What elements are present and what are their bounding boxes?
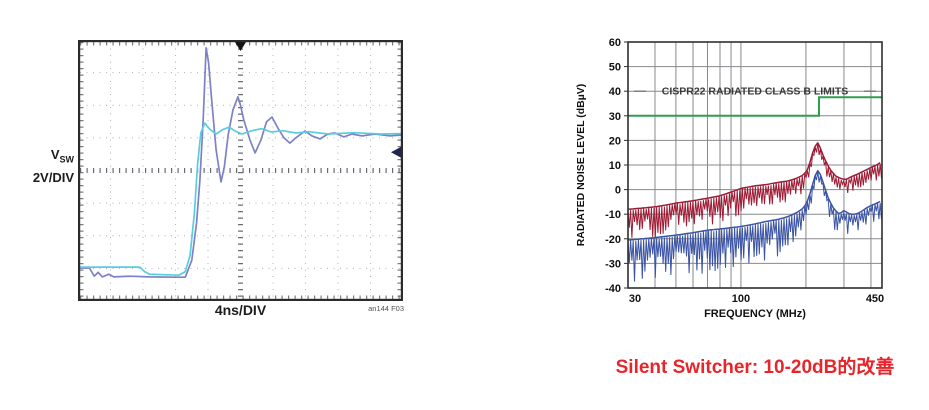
svg-text:20: 20 — [609, 135, 621, 147]
svg-text:-10: -10 — [605, 209, 621, 221]
svg-text:0: 0 — [615, 185, 621, 197]
svg-text:30: 30 — [609, 111, 621, 123]
svg-text:50: 50 — [609, 62, 621, 74]
caption-silent-switcher: Silent Switcher: 10-20dB的改善 — [615, 357, 895, 378]
svg-text:-30: -30 — [605, 258, 621, 270]
y-axis-title: RADIATED NOISE LEVEL (dBµV) — [575, 84, 587, 247]
svg-text:10: 10 — [609, 160, 621, 172]
svg-text:40: 40 — [609, 86, 621, 98]
svg-text:100: 100 — [732, 293, 750, 305]
scope-y-axis-label: VSW 2V/DIV — [12, 146, 74, 186]
svg-text:450: 450 — [866, 293, 884, 305]
svg-text:30: 30 — [629, 293, 641, 305]
svg-text:60: 60 — [609, 37, 621, 49]
scope-volts-per-div-label: 2V/DIV — [32, 169, 74, 185]
emi-chart: CISPR22 RADIATED CLASS B LIMITS 60 50 40 30 2… — [575, 37, 884, 320]
scope-timebase-label: 4ns/DIV — [214, 302, 267, 318]
figure-reference: an144 F03 — [368, 304, 404, 313]
vsw-label: VSW — [50, 147, 74, 165]
cispr22-limit-line — [628, 96, 882, 117]
x-axis-title: FREQUENCY (MHz) — [704, 308, 806, 320]
svg-text:-40: -40 — [605, 283, 621, 295]
oscilloscope-graticule — [78, 40, 403, 301]
svg-text:-20: -20 — [605, 234, 621, 246]
cispr22-limit-label: CISPR22 RADIATED CLASS B LIMITS — [662, 86, 849, 98]
